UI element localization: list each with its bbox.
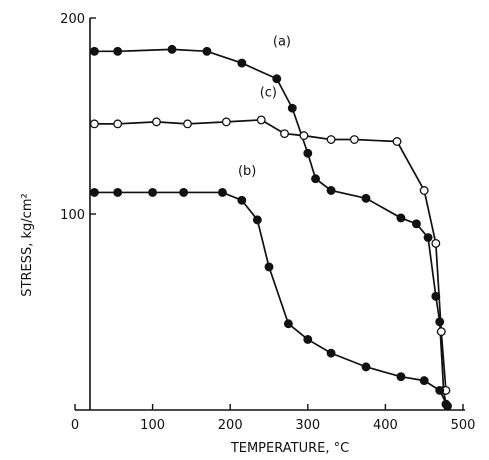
series-line: [94, 119, 447, 391]
series-label: (c): [260, 85, 277, 100]
data-point: [411, 219, 421, 229]
data-point: [167, 44, 177, 54]
x-tick-label: 300: [295, 418, 320, 433]
series-line: [94, 191, 449, 407]
data-point: [287, 103, 297, 113]
data-point: [152, 117, 161, 127]
labels-group: (a) (c) (b): [238, 34, 291, 178]
data-point: [396, 372, 406, 382]
data-point: [419, 376, 429, 386]
x-tick-label: 500: [451, 418, 476, 433]
data-point: [311, 174, 321, 184]
x-tick-label: 0: [71, 418, 79, 433]
data-point: [148, 187, 158, 197]
data-point: [361, 362, 371, 372]
data-point: [89, 119, 99, 129]
x-tick-label: 200: [218, 418, 243, 433]
data-point: [217, 187, 227, 197]
data-point: [256, 115, 266, 125]
series-label: (b): [238, 164, 256, 179]
data-point: [436, 327, 446, 337]
data-point: [326, 348, 336, 358]
axes: 0 100 200 300 400 500 100 200: [60, 12, 475, 433]
data-point: [443, 401, 452, 411]
data-point: [89, 46, 99, 56]
y-axis-title: STRESS, kg/cm²: [20, 193, 35, 296]
x-tick-label: 400: [373, 418, 398, 433]
data-point: [264, 262, 274, 272]
data-point: [361, 193, 371, 203]
data-point: [183, 119, 192, 129]
y-tick-label: 200: [60, 12, 85, 27]
x-tick-label: 100: [140, 418, 165, 433]
data-point: [435, 385, 445, 395]
data-point: [283, 319, 293, 329]
series-group: [89, 44, 452, 411]
data-point: [272, 74, 282, 84]
data-point: [303, 148, 313, 158]
data-point: [326, 186, 336, 195]
series-1: [89, 115, 451, 395]
data-point: [431, 238, 441, 248]
data-point: [113, 46, 123, 56]
data-point: [113, 187, 123, 197]
data-point: [303, 334, 313, 344]
data-point: [237, 58, 247, 68]
data-point: [299, 131, 309, 141]
data-point: [423, 233, 433, 242]
data-point: [89, 187, 99, 197]
data-point: [252, 215, 262, 225]
data-point: [349, 135, 359, 144]
series-label: (a): [273, 34, 291, 49]
series-line: [94, 48, 447, 405]
series-2: [89, 187, 452, 411]
data-point: [280, 129, 289, 139]
data-point: [221, 117, 231, 127]
data-point: [396, 213, 406, 223]
data-point: [237, 195, 247, 205]
x-axis-title: TEMPERATURE, °C: [230, 441, 349, 456]
data-point: [113, 119, 123, 129]
data-point: [202, 46, 212, 56]
data-point: [179, 187, 189, 197]
data-point: [326, 135, 336, 144]
series-0: [89, 44, 451, 409]
y-tick-label: 100: [60, 208, 85, 223]
data-point: [392, 137, 402, 146]
data-point: [419, 186, 429, 195]
